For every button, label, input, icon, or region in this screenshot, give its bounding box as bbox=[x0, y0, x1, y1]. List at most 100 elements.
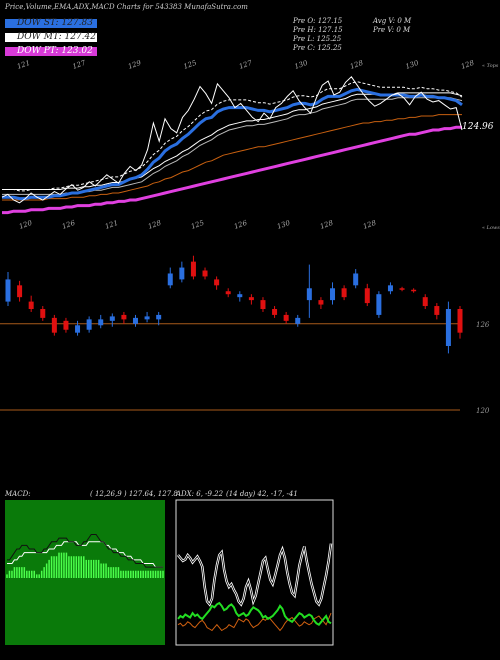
candle-body bbox=[411, 289, 417, 292]
avg-volume: Avg V: 0 M bbox=[373, 17, 412, 25]
ema-slow-line bbox=[2, 114, 462, 201]
top-tick-label: 128 bbox=[349, 59, 365, 71]
candle-body bbox=[86, 319, 92, 330]
dow-legend: DOW ST: 127.83 DOW MT: 127.42 DOW PT: 12… bbox=[5, 16, 97, 58]
candle-body bbox=[353, 273, 359, 286]
candle-body bbox=[75, 325, 81, 333]
candle-body bbox=[202, 270, 208, 277]
low-tick-label: 130 bbox=[276, 219, 292, 231]
level-label: 126 bbox=[476, 321, 490, 329]
low-tick-label: 128 bbox=[319, 219, 335, 231]
di-plus-line bbox=[177, 601, 332, 626]
top-tick-label: 129 bbox=[127, 59, 143, 71]
candle-body bbox=[434, 306, 440, 315]
candle-body bbox=[237, 294, 243, 298]
candle-body bbox=[156, 314, 162, 320]
macd-params: ( 12,26,9 ) 127.64, 127.8 bbox=[90, 490, 178, 498]
tops-label: « Tops bbox=[482, 63, 499, 69]
candle-body bbox=[422, 297, 428, 307]
candle-body bbox=[318, 300, 324, 305]
candle-body bbox=[144, 316, 150, 320]
di-minus-line bbox=[177, 612, 332, 632]
candle-body bbox=[109, 316, 115, 321]
candle-body bbox=[51, 317, 57, 333]
top-tick-label: 128 bbox=[460, 59, 476, 71]
top-tick-label: 130 bbox=[404, 59, 420, 71]
candle-body bbox=[121, 314, 127, 320]
macd-line bbox=[7, 534, 163, 568]
candle-body bbox=[445, 309, 451, 346]
candle-body bbox=[132, 317, 138, 324]
top-tick-label: 125 bbox=[182, 59, 198, 71]
candle-body bbox=[167, 273, 173, 286]
top-tick-label: 127 bbox=[238, 59, 254, 71]
candle-body bbox=[364, 288, 370, 304]
candle-body bbox=[295, 317, 301, 324]
low-tick-label: 125 bbox=[190, 219, 206, 231]
candle-body bbox=[399, 288, 405, 290]
legend-dow-mt-swatch bbox=[5, 33, 97, 42]
adx-line-core bbox=[177, 543, 332, 606]
candle-body bbox=[248, 297, 254, 301]
candle-body bbox=[341, 288, 347, 298]
legend-dow-st: DOW ST: 127.83 bbox=[5, 16, 97, 30]
close-price-line bbox=[1, 76, 463, 204]
adx-panel bbox=[175, 499, 334, 646]
lower-label: 120 bbox=[476, 407, 490, 415]
candle-body bbox=[306, 288, 312, 301]
legend-dow-mt: DOW MT: 127.42 bbox=[5, 30, 97, 44]
candle-panel: 126 120 bbox=[0, 255, 490, 415]
low-tick-label: 126 bbox=[233, 219, 249, 231]
macd-panel bbox=[5, 500, 165, 645]
low-tick-label: 120 bbox=[18, 219, 34, 231]
legend-dow-st-swatch bbox=[5, 19, 97, 28]
lows-label: « Lows bbox=[482, 225, 500, 231]
last-value-label: 124.96 bbox=[462, 122, 494, 132]
candle-body bbox=[214, 279, 220, 286]
ema-panel: 121 127 129 125 127 130 128 130 128 « Tops 120 126 1… bbox=[1, 59, 500, 231]
low-tick-label: 128 bbox=[147, 219, 163, 231]
low-tick-label: 126 bbox=[61, 219, 77, 231]
candle-body bbox=[376, 294, 382, 315]
low-tick-label: 121 bbox=[104, 219, 119, 231]
macd-label: MACD: bbox=[5, 490, 31, 498]
legend-dow-st-label: DOW ST: 127.83 bbox=[17, 18, 93, 28]
candle-body bbox=[40, 309, 46, 318]
candle-body bbox=[190, 261, 196, 277]
ema-fast-line bbox=[2, 87, 463, 201]
candle-body bbox=[260, 300, 266, 309]
candle-body bbox=[5, 279, 11, 302]
top-tick-label: 130 bbox=[293, 59, 309, 71]
candle-body bbox=[63, 320, 69, 330]
low-tick-label: 128 bbox=[362, 219, 378, 231]
adx-label: ADX: 6, -9.22 bbox=[176, 490, 224, 498]
pre-close: Pre C: 125.25 bbox=[293, 44, 342, 52]
pre-low: Pre L: 125.25 bbox=[293, 35, 342, 43]
candle-body bbox=[457, 309, 463, 333]
ema-fast-dashed-line bbox=[2, 81, 463, 192]
pre-volume: Pre V: 0 M bbox=[373, 26, 411, 34]
candle-body bbox=[330, 288, 336, 301]
candle-body bbox=[17, 285, 23, 298]
macd-signal-line bbox=[7, 541, 163, 568]
legend-dow-pt: DOW PT: 123.02 bbox=[5, 44, 97, 58]
pre-high: Pre H: 127.15 bbox=[293, 26, 343, 34]
candle-body bbox=[28, 301, 34, 309]
top-tick-label: 121 bbox=[16, 59, 31, 71]
legend-dow-pt-swatch bbox=[5, 47, 97, 56]
candle-body bbox=[283, 314, 289, 321]
top-tick-label: 127 bbox=[71, 59, 87, 71]
ema-mid-line bbox=[2, 97, 463, 195]
pre-open: Pre O: 127.15 bbox=[293, 17, 343, 25]
candle-body bbox=[98, 319, 104, 326]
legend-dow-pt-label: DOW PT: 123.02 bbox=[17, 46, 93, 56]
chart-title: Price,Volume,EMA,ADX,MACD Charts for 543… bbox=[5, 3, 248, 11]
adx-params: (14 day) 42, -17, -41 bbox=[226, 490, 298, 498]
candle-body bbox=[179, 267, 185, 280]
candle-body bbox=[272, 309, 278, 315]
candle-body bbox=[225, 291, 231, 295]
candle-body bbox=[387, 285, 393, 292]
legend-dow-mt-label: DOW MT: 127.42 bbox=[17, 32, 96, 42]
ema-long-line bbox=[2, 125, 462, 215]
